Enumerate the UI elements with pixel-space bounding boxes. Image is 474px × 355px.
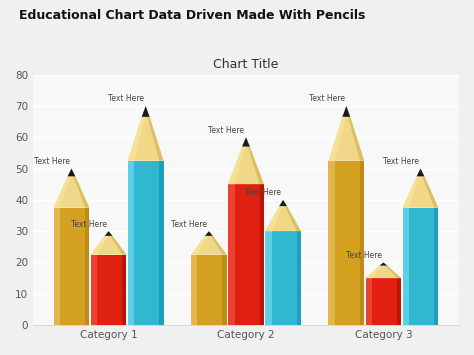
Text: Educational Chart Data Driven Made With Pencils: Educational Chart Data Driven Made With … (19, 9, 365, 22)
Bar (265, 231, 301, 325)
Polygon shape (73, 176, 89, 208)
Text: Text Here: Text Here (209, 126, 244, 135)
Polygon shape (191, 236, 208, 255)
Bar (228, 184, 235, 325)
Bar (328, 161, 364, 325)
Polygon shape (328, 117, 346, 161)
Polygon shape (402, 176, 420, 208)
Bar (297, 231, 301, 325)
Bar (222, 255, 227, 325)
Bar (91, 255, 127, 325)
Bar (402, 208, 438, 325)
Bar (402, 208, 409, 325)
Polygon shape (265, 206, 283, 231)
Polygon shape (147, 117, 164, 161)
Polygon shape (365, 266, 383, 278)
Polygon shape (342, 106, 350, 117)
Bar (365, 278, 401, 325)
Text: Text Here: Text Here (346, 251, 382, 260)
Polygon shape (128, 117, 145, 161)
Polygon shape (128, 117, 164, 161)
Polygon shape (365, 266, 401, 278)
Bar (122, 255, 127, 325)
Text: Text Here: Text Here (71, 220, 107, 229)
Polygon shape (279, 200, 287, 206)
Text: Text Here: Text Here (246, 189, 282, 197)
Bar (360, 161, 364, 325)
Polygon shape (228, 147, 245, 184)
Polygon shape (417, 169, 424, 176)
Bar (365, 278, 372, 325)
Polygon shape (285, 206, 301, 231)
Polygon shape (348, 117, 364, 161)
Bar (54, 208, 60, 325)
Bar (434, 208, 438, 325)
Text: Text Here: Text Here (171, 220, 207, 229)
Bar (128, 161, 164, 325)
Polygon shape (385, 266, 401, 278)
Bar (265, 231, 272, 325)
Bar (191, 255, 198, 325)
Bar (191, 255, 227, 325)
Bar (85, 208, 89, 325)
Polygon shape (91, 236, 127, 255)
Polygon shape (110, 236, 127, 255)
Polygon shape (142, 106, 150, 117)
Polygon shape (422, 176, 438, 208)
Polygon shape (328, 117, 364, 161)
Polygon shape (228, 147, 264, 184)
Text: Text Here: Text Here (309, 94, 345, 103)
Polygon shape (67, 169, 75, 176)
Bar (91, 255, 97, 325)
Polygon shape (380, 262, 387, 266)
Polygon shape (105, 231, 112, 236)
Bar (54, 208, 89, 325)
Polygon shape (191, 236, 227, 255)
Polygon shape (248, 147, 264, 184)
Text: Text Here: Text Here (34, 157, 70, 166)
Bar (128, 161, 134, 325)
Bar (328, 161, 335, 325)
Polygon shape (265, 206, 301, 231)
Polygon shape (91, 236, 108, 255)
Polygon shape (205, 231, 213, 236)
Text: Text Here: Text Here (383, 157, 419, 166)
Bar (397, 278, 401, 325)
Title: Chart Title: Chart Title (213, 58, 279, 71)
Bar (228, 184, 264, 325)
Polygon shape (54, 176, 71, 208)
Bar (260, 184, 264, 325)
Bar (159, 161, 164, 325)
Polygon shape (210, 236, 227, 255)
Polygon shape (54, 176, 89, 208)
Text: Text Here: Text Here (108, 94, 144, 103)
Polygon shape (402, 176, 438, 208)
Polygon shape (242, 137, 250, 147)
